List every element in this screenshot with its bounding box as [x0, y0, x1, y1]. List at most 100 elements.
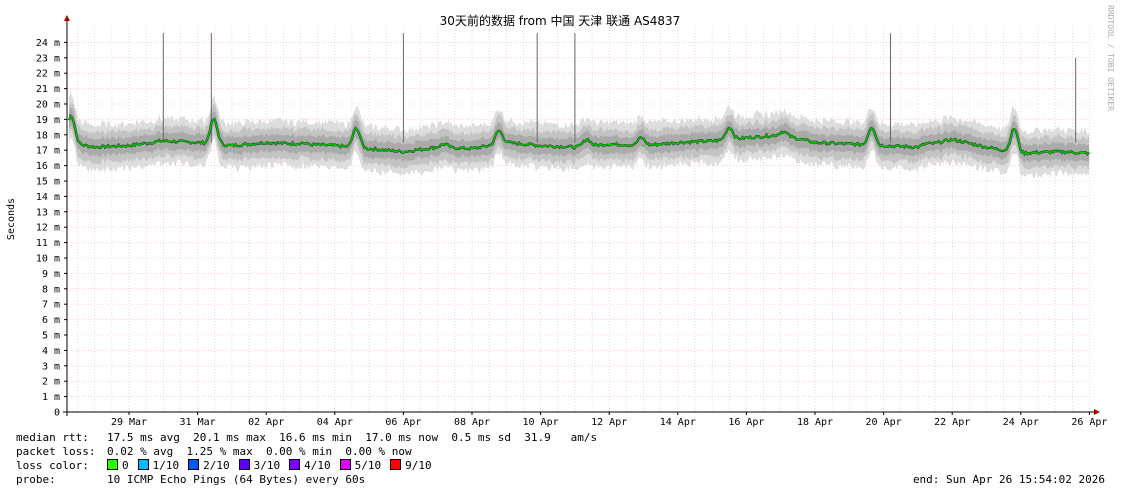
loss-color-entry: 4/10 [289, 459, 331, 473]
y-tick-label: 21 m [36, 84, 60, 95]
rrdtool-watermark: RRDTOOL / TOBI OETIKER [1106, 5, 1115, 111]
median-point [128, 144, 130, 147]
median-point [917, 146, 919, 148]
median-point [1054, 150, 1056, 153]
y-tick-label: 4 m [42, 346, 60, 357]
x-tick-label: 06 Apr [385, 417, 421, 428]
median-point [608, 143, 610, 145]
legend-packet-row: packet loss: 0.02 % avg 1.25 % max 0.00 %… [16, 445, 412, 459]
loss-color-entry: 5/10 [339, 459, 382, 473]
y-tick-label: 13 m [36, 207, 60, 218]
legend-loss-row: loss color: 0 1/10 2/10 3/10 4/10 5/10 9/10 [16, 459, 441, 473]
end-timestamp: end: Sun Apr 26 15:54:02 2026 [912, 473, 1105, 486]
x-tick-label: 14 Apr [660, 417, 696, 428]
smoke-bands [69, 91, 1089, 179]
smokeping-chart: 30天前的数据 from 中国 天津 联通 AS4837 Seconds RRD… [6, 5, 1115, 428]
median-point [436, 146, 439, 148]
y-tick-label: 3 m [42, 361, 60, 372]
chart-title: 30天前的数据 from 中国 天津 联通 AS4837 [440, 13, 681, 28]
loss-color-text: 5/10 [354, 459, 382, 472]
y-tick-label: 10 m [36, 254, 60, 265]
x-tick-label: 12 Apr [591, 417, 627, 428]
loss-color-entry: 9/10 [390, 459, 432, 473]
median-point [985, 146, 988, 148]
y-tick-label: 9 m [42, 269, 60, 280]
y-tick-label: 23 m [36, 53, 60, 64]
median-point [951, 138, 953, 141]
median-point [745, 137, 748, 139]
y-tick-label: 8 m [42, 284, 60, 295]
median-rtt-label: median rtt: [16, 431, 89, 444]
x-tick-label: 26 Apr [1071, 417, 1107, 428]
y-tick-labels: 0 1 m 2 m 3 m 4 m 5 m 6 m 7 m 8 m 9 m 10 m 11 m 12 m… [36, 38, 60, 419]
median-point [471, 147, 473, 150]
loss-color-entry: 2/10 [188, 459, 230, 473]
y-tick-label: 14 m [36, 192, 60, 203]
x-tick-label: 16 Apr [728, 417, 764, 428]
median-point [231, 144, 233, 147]
grid-lines [67, 27, 1090, 412]
median-point [299, 143, 302, 145]
y-axis-arrow [64, 15, 70, 21]
median-point [814, 141, 816, 144]
median-point [93, 146, 96, 148]
loss-color-text: 1/10 [152, 459, 180, 472]
axes [63, 15, 1100, 416]
x-tick-label: 22 Apr [934, 417, 970, 428]
y-tick-label: 17 m [36, 146, 60, 157]
loss-color-text: 2/10 [203, 459, 230, 472]
median-point [265, 141, 268, 144]
loss-color-text: 3/10 [253, 459, 281, 472]
median-point [505, 141, 508, 144]
x-tick-label: 31 Mar [180, 417, 216, 428]
median-point [882, 144, 885, 147]
loss-color-swatch [289, 459, 301, 470]
legend-probe-row: probe: 10 ICMP Echo Pings (64 Bytes) ever… [16, 473, 365, 487]
loss-color-text: 4/10 [304, 459, 331, 472]
y-tick-label: 15 m [36, 177, 60, 188]
loss-color-entry: 1/10 [137, 459, 180, 473]
loss-color-text: 9/10 [405, 459, 432, 472]
median-point [334, 144, 336, 147]
median-point [162, 140, 165, 142]
y-tick-label: 16 m [36, 161, 60, 172]
median-point [1020, 152, 1022, 155]
x-axis-arrow [1094, 409, 1100, 415]
x-tick-labels: 29 Mar 31 Mar 02 Apr 04 Apr 06 Apr 08 Apr 10 A… [111, 417, 1108, 428]
y-tick-label: 18 m [36, 130, 60, 141]
median-point [368, 147, 370, 150]
loss-color-entry: 3/10 [238, 459, 281, 473]
median-rtt-values: 17.5 ms avg 20.1 ms max 16.6 ms min 17.0… [107, 431, 598, 444]
loss-color-entries: 0 1/10 2/10 3/10 4/10 5/10 9/10 [107, 459, 441, 472]
y-tick-label: 7 m [42, 300, 60, 311]
median-point [848, 143, 851, 145]
loss-color-entry: 0 [107, 459, 129, 473]
x-tick-label: 08 Apr [454, 417, 490, 428]
smoke-band [69, 107, 1089, 164]
median-point [1088, 152, 1091, 155]
median-point [196, 141, 199, 144]
loss-color-label: loss color: [16, 459, 89, 472]
y-tick-label: 0 [54, 408, 60, 419]
loss-color-swatch [137, 459, 149, 470]
legend-median-row: median rtt: 17.5 ms avg 20.1 ms max 16.6 … [16, 431, 597, 445]
median-point [711, 140, 713, 142]
y-tick-label: 11 m [36, 238, 60, 249]
median-point [402, 150, 405, 153]
y-tick-label: 24 m [36, 38, 60, 49]
median-line [67, 113, 1091, 157]
probe-value: 10 ICMP Echo Pings (64 Bytes) every 60s [107, 473, 366, 486]
loss-color-swatch [390, 459, 402, 470]
x-tick-label: 18 Apr [797, 417, 833, 428]
y-axis-label: Seconds [6, 198, 17, 240]
x-tick-label: 20 Apr [866, 417, 902, 428]
y-tick-label: 1 m [42, 392, 60, 403]
x-tick-label: 10 Apr [523, 417, 559, 428]
median-point [779, 134, 782, 136]
x-tick-label: 24 Apr [1003, 417, 1039, 428]
packet-loss-label: packet loss: [16, 445, 96, 458]
median-point [642, 144, 645, 147]
y-tick-label: 22 m [36, 69, 60, 80]
packet-loss-values: 0.02 % avg 1.25 % max 0.00 % min 0.00 % … [107, 445, 412, 458]
loss-color-swatch [238, 459, 250, 470]
